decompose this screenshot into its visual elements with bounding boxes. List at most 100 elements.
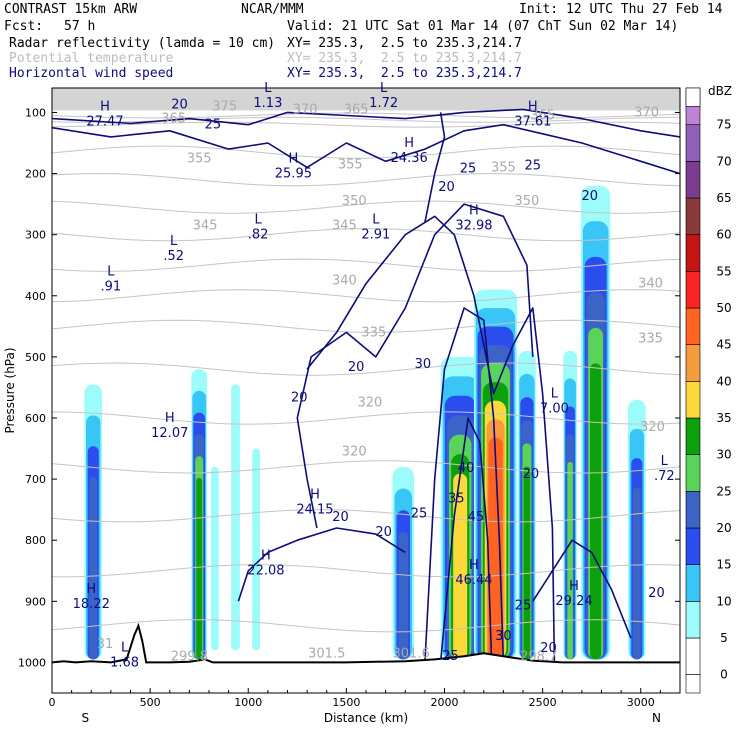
- extremum-letter: L: [661, 454, 669, 469]
- wind-speed-label: 25: [515, 598, 532, 613]
- theta-label: 350: [342, 194, 367, 209]
- y-tick-label: 1000: [18, 656, 46, 669]
- south-label: S: [82, 711, 90, 725]
- extremum-value: 24.36: [391, 151, 428, 166]
- reflectivity-cell: [231, 384, 240, 651]
- extremum-letter: H: [469, 203, 479, 218]
- y-tick-label: 200: [25, 168, 46, 181]
- fcst-label: Fcst:: [4, 19, 44, 34]
- field-2-name: Potential temperature: [9, 51, 174, 66]
- theta-contour-line: [52, 411, 680, 425]
- fcst-value: 57 h: [64, 19, 96, 34]
- y-axis-label: Pressure (hPa): [3, 347, 17, 433]
- extremum-value: 37.61: [514, 114, 551, 129]
- wind-speed-label: 30: [415, 357, 432, 372]
- theta-label: 335: [361, 325, 386, 340]
- theta-label: 345: [332, 219, 357, 234]
- extremum-letter: L: [254, 213, 262, 228]
- wind-speed-label: 25: [205, 117, 222, 132]
- theta-label: 365: [161, 112, 186, 127]
- colorbar-swatch: [685, 491, 701, 529]
- extremum-letter: L: [551, 387, 559, 402]
- theta-contour-line: [52, 509, 680, 523]
- theta-contour-line: [52, 121, 680, 128]
- x-tick-label: 1500: [332, 696, 360, 709]
- colorbar-level-label: 60: [716, 228, 731, 242]
- wind-speed-label: 20: [540, 641, 557, 656]
- wind-speed-label: 20: [332, 510, 349, 525]
- theta-contour-line: [52, 228, 680, 242]
- colorbar-level-label: 0: [720, 668, 728, 682]
- theta-contour-line: [52, 564, 680, 578]
- colorbar-level-label: 30: [716, 448, 731, 462]
- y-tick-label: 700: [25, 473, 46, 486]
- colorbar-swatch: [685, 454, 701, 492]
- y-tick-label: 900: [25, 595, 46, 608]
- extremum-letter: H: [100, 99, 110, 114]
- extremum-value: 1.68: [110, 655, 139, 670]
- reflectivity-cell: [488, 437, 503, 660]
- colorbar-swatch: [685, 344, 701, 382]
- extremum-value: 12.07: [151, 426, 188, 441]
- theta-label: 355: [491, 160, 516, 175]
- extremum-value: 18.22: [73, 597, 110, 612]
- colorbar-swatch: [685, 234, 701, 272]
- x-tick-label: 1000: [234, 696, 262, 709]
- extremum-value: .72: [654, 469, 675, 484]
- reflectivity-cell: [567, 461, 573, 660]
- terrain-fill: [52, 625, 680, 693]
- north-label: N: [652, 711, 661, 725]
- wind-speed-contour: [424, 112, 446, 223]
- reflectivity-cell: [89, 477, 98, 660]
- extremum-letter: H: [261, 549, 271, 564]
- extremum-letter: H: [310, 488, 320, 503]
- theta-label: 301.5: [308, 646, 345, 661]
- extremum-letter: L: [372, 213, 380, 228]
- wind-speed-label: 20: [648, 586, 665, 601]
- wind-speed-contour: [237, 527, 406, 602]
- extremum-value: 29.24: [555, 594, 592, 609]
- extremum-value: .52: [163, 249, 184, 264]
- colorbar-swatch: [685, 197, 701, 235]
- colorbar-level-label: 10: [716, 594, 731, 608]
- theta-contour-line: [52, 145, 680, 159]
- theta-label: 340: [332, 274, 357, 289]
- x-tick-label: 2000: [431, 696, 459, 709]
- theta-contour-line: [52, 200, 680, 214]
- colorbar-level-label: 20: [716, 521, 731, 535]
- wind-speed-contour: [296, 203, 534, 529]
- wind-speed-label: 20: [171, 97, 188, 112]
- colorbar-swatch: [685, 564, 701, 602]
- theta-label: 299.8: [171, 649, 208, 664]
- y-tick-label: 400: [25, 290, 46, 303]
- reflectivity-cell: [398, 531, 409, 660]
- theta-contour-line: [52, 460, 680, 474]
- colorbar-level-label: 50: [716, 301, 731, 315]
- y-tick-label: 500: [25, 351, 46, 364]
- colorbar-swatch: [685, 161, 701, 199]
- theta-label: 301.6: [393, 646, 430, 661]
- y-tick-label: 600: [25, 412, 46, 425]
- wind-speed-label: 20: [291, 391, 308, 406]
- theta-contour-line: [52, 619, 680, 633]
- colorbar-level-label: 65: [716, 191, 731, 205]
- wind-speed-label: 30: [495, 629, 512, 644]
- wind-speed-label: 25: [442, 649, 459, 664]
- extremum-value: 25.95: [275, 166, 312, 181]
- wind-speed-label: 45: [468, 510, 485, 525]
- colorbar-level-label: 5: [720, 631, 728, 645]
- theta-label: 375: [212, 99, 237, 114]
- theta-contour-line: [52, 173, 680, 187]
- y-tick-label: 800: [25, 534, 46, 547]
- theta-label: 355: [187, 151, 212, 166]
- theta-label: 345: [193, 219, 218, 234]
- field-3-name: Horizontal wind speed: [9, 66, 174, 81]
- extremum-value: 1.13: [253, 96, 282, 111]
- wind-speed-contour: [52, 123, 680, 175]
- colorbar-unit: dBZ: [708, 84, 732, 98]
- x-tick-label: 3000: [627, 696, 655, 709]
- init-time: Init: 12 UTC Thu 27 Feb 14: [519, 2, 723, 17]
- theta-label: 298.7: [520, 649, 557, 664]
- reflectivity-cell: [252, 448, 261, 651]
